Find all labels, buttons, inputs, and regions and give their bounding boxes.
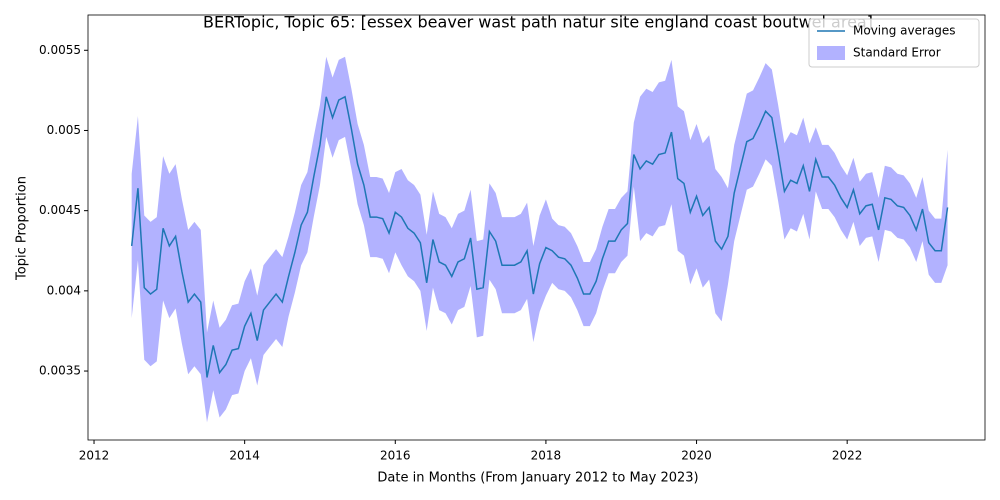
plot-frame (87, 14, 986, 441)
y-tick-label: 0.0035 (39, 364, 81, 378)
x-tick-label: 2022 (832, 449, 863, 463)
y-tick-label: 0.0055 (39, 43, 81, 57)
y-tick-label: 0.004 (47, 283, 81, 297)
x-tick-label: 2020 (681, 449, 712, 463)
y-tick-label: 0.005 (47, 123, 81, 137)
legend-label: Standard Error (853, 46, 941, 60)
x-tick-label: 2018 (531, 449, 562, 463)
y-axis-label: Topic Proportion (15, 176, 30, 281)
x-tick-label: 2016 (380, 449, 411, 463)
y-tick-label: 0.0045 (39, 203, 81, 217)
x-tick-label: 2014 (229, 449, 260, 463)
x-axis-label: Date in Months (From January 2012 to May… (377, 471, 698, 486)
moving-average-line (130, 95, 949, 378)
chart-title: BERTopic, Topic 65: [essex beaver wast p… (203, 13, 873, 32)
legend-box (808, 18, 980, 68)
legend-label: Moving averages (853, 24, 956, 38)
error-band (131, 56, 948, 423)
legend-band-swatch (817, 46, 845, 60)
x-tick-label: 2012 (79, 449, 110, 463)
